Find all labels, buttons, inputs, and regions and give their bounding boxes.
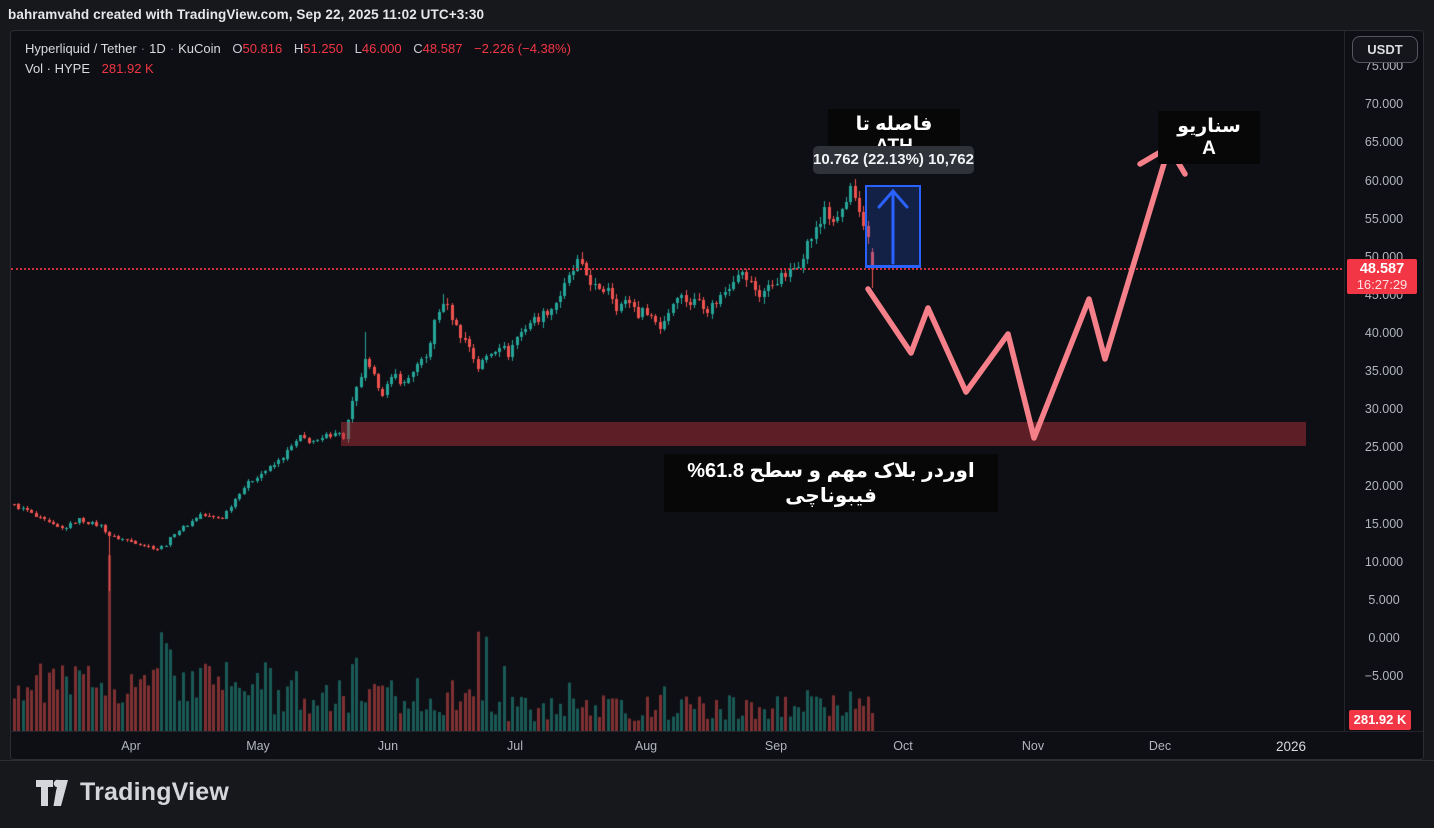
current-price-value: 48.587 <box>1359 261 1405 277</box>
high-value: 51.250 <box>303 41 344 56</box>
change-value: −2.226 (−4.38%) <box>474 41 571 56</box>
price-tick-label: 55.000 <box>1364 211 1404 226</box>
current-price-dotted-line <box>11 268 1346 270</box>
low-label: L <box>354 41 362 56</box>
time-axis[interactable]: Apr May Jun Jul Aug Sep Oct Nov Dec 2026 <box>11 731 1423 759</box>
legend-symbol-row[interactable]: Hyperliquid / Tether · 1D · KuCoin O50.816 H… <box>25 41 571 56</box>
price-tick-label: −5.000 <box>1364 669 1404 684</box>
high-label: H <box>293 41 304 56</box>
attribution-bar: bahramvahd created with TradingView.com,… <box>0 0 1434 30</box>
price-tick-label: 30.000 <box>1364 402 1404 417</box>
price-tick-label: 70.000 <box>1364 97 1404 112</box>
time-tick-label: May <box>246 739 270 753</box>
open-label: O <box>232 41 243 56</box>
price-tick-label: 40.000 <box>1364 326 1404 340</box>
volume-value: 281.92 K <box>101 61 154 76</box>
price-tick-label: 65.000 <box>1364 135 1404 150</box>
currency-button[interactable]: USDT <box>1352 36 1418 63</box>
price-tick-label: 5.000 <box>1368 592 1400 607</box>
time-tick-label: 2026 <box>1275 739 1307 754</box>
time-tick-label: Dec <box>1148 739 1172 753</box>
symbol-title[interactable]: Hyperliquid / Tether <box>25 41 137 56</box>
ath-range-box[interactable] <box>865 185 921 268</box>
price-tick-label: 60.000 <box>1364 173 1404 188</box>
time-tick-label: Apr <box>121 739 141 753</box>
chart-widget: فاصله تا ATH 10.762 (22.13%) 10,762 سنار… <box>10 30 1424 760</box>
tradingview-logo[interactable]: TradingView <box>36 778 229 807</box>
ath-measure-label[interactable]: 10.762 (22.13%) 10,762 <box>813 146 974 174</box>
exchange[interactable]: KuCoin <box>178 41 221 56</box>
close-value: 48.587 <box>422 41 463 56</box>
legend: Hyperliquid / Tether · 1D · KuCoin O50.816 H… <box>25 39 571 79</box>
time-tick-label: Oct <box>893 739 913 753</box>
time-tick-label: Aug <box>634 739 658 753</box>
time-tick-label: Jul <box>507 739 523 753</box>
bar-countdown: 16:27:29 <box>1356 277 1408 292</box>
tradingview-wordmark: TradingView <box>80 778 230 806</box>
orderblock-band[interactable] <box>341 422 1306 446</box>
price-tick-label: 35.000 <box>1364 364 1404 379</box>
time-tick-label: Sep <box>764 739 788 753</box>
legend-volume-row[interactable]: Vol · HYPE 281.92 K <box>25 59 571 79</box>
time-tick-label: Jun <box>377 739 399 753</box>
scenario-label[interactable]: سناریو A <box>1158 111 1260 164</box>
close-label: C <box>413 41 423 56</box>
price-axis[interactable]: 75.000 70.000 65.000 60.000 55.000 50.000 45.0… <box>1344 31 1423 731</box>
price-tick-label: 20.000 <box>1364 478 1404 493</box>
footer: TradingView <box>0 760 1434 828</box>
tradingview-mark-icon <box>36 779 68 806</box>
low-value: 46.000 <box>361 41 402 56</box>
attribution-text: bahramvahd created with TradingView.com,… <box>8 7 485 22</box>
time-tick-label: Nov <box>1021 739 1045 753</box>
interval[interactable]: 1D <box>149 41 166 56</box>
price-tick-label: 15.000 <box>1364 516 1404 531</box>
volume-axis-label: 281.92 K <box>1349 710 1411 730</box>
current-price-label: 48.587 16:27:29 <box>1347 259 1417 294</box>
orderblock-caption[interactable]: اوردر بلاک مهم و سطح 61.8% فیبوناچی <box>664 454 998 512</box>
price-tick-label: 0.000 <box>1368 631 1400 645</box>
price-tick-label: 10.000 <box>1364 554 1404 569</box>
volume-title: Vol · HYPE <box>25 61 91 76</box>
open-value: 50.816 <box>242 41 283 56</box>
candlestick-canvas[interactable] <box>11 31 1346 731</box>
price-tick-label: 25.000 <box>1364 440 1404 455</box>
